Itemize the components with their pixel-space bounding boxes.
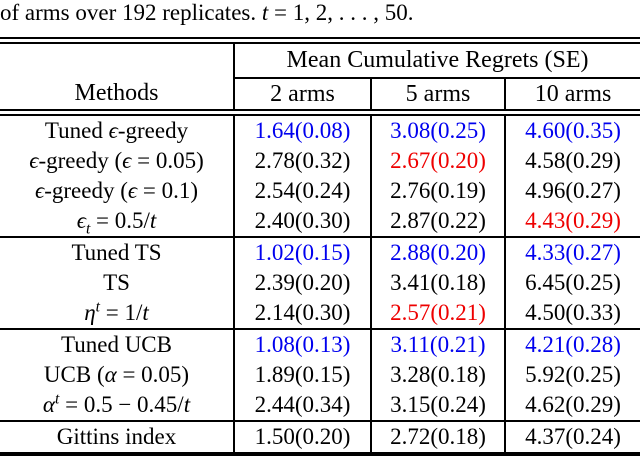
caption-text: of arms over 192 replicates. — [0, 0, 262, 25]
method-label: ηt = 1/t — [0, 298, 235, 329]
value-cell: 1.64(0.08) — [234, 112, 372, 146]
table-row: ϵt = 0.5/t 2.40(0.30) 2.87(0.22) 4.43(0.… — [0, 206, 640, 237]
method-label: ϵ-greedy (ϵ = 0.1) — [0, 176, 235, 206]
value-cell: 4.33(0.27) — [505, 236, 640, 268]
value-cell: 4.50(0.33) — [525, 300, 621, 325]
table-row: ηt = 1/t 2.14(0.30) 2.57(0.21) 4.50(0.33… — [0, 298, 640, 329]
value-cell: 2.44(0.34) — [234, 390, 372, 421]
method-label: Tuned TS — [0, 236, 235, 268]
method-label: Tuned UCB — [0, 328, 235, 360]
value-cell: 4.43(0.29) — [525, 208, 621, 233]
method-label: ϵt = 0.5/t — [0, 206, 235, 237]
value-cell: 1.08(0.13) — [234, 328, 372, 360]
method-label: TS — [0, 268, 235, 298]
value-cell: 5.92(0.25) — [525, 362, 621, 387]
table-caption: of arms over 192 replicates. t = 1, 2, .… — [0, 0, 640, 26]
value-cell: 1.89(0.15) — [234, 360, 372, 390]
value-cell: 4.96(0.27) — [525, 178, 621, 203]
value-cell: 4.62(0.29) — [525, 392, 621, 417]
method-label: UCB (α = 0.05) — [0, 360, 235, 390]
corner-cell — [0, 40, 235, 78]
value-cell: 3.15(0.24) — [371, 390, 506, 421]
value-cell: 3.08(0.25) — [371, 112, 506, 146]
group-header-row: Mean Cumulative Regrets (SE) — [0, 40, 640, 79]
caption-text: = 1, 2, . . . , 50. — [268, 0, 414, 25]
table-row: ϵ-greedy (ϵ = 0.1) 2.54(0.24) 2.76(0.19)… — [0, 176, 640, 206]
table-row: Gittins index 1.50(0.20) 2.72(0.18) 4.37… — [0, 420, 640, 454]
regrets-table: Mean Cumulative Regrets (SE) Methods 2 a… — [0, 37, 640, 456]
col-header-10arms: 10 arms — [505, 78, 640, 116]
table-row: UCB (α = 0.05) 1.89(0.15) 3.28(0.18) 5.9… — [0, 360, 640, 390]
value-cell: 2.67(0.20) — [371, 146, 506, 176]
value-cell: 2.14(0.30) — [234, 298, 372, 329]
col-header-2arms: 2 arms — [234, 78, 372, 116]
value-cell: 2.57(0.21) — [371, 298, 506, 329]
value-cell: 2.87(0.22) — [371, 206, 506, 237]
value-cell: 2.76(0.19) — [371, 176, 506, 206]
table-row: TS 2.39(0.20) 3.41(0.18) 6.45(0.25) — [0, 268, 640, 298]
methods-header: Methods — [0, 78, 235, 116]
value-cell: 1.50(0.20) — [234, 420, 372, 454]
table-row: Tuned UCB 1.08(0.13) 3.11(0.21) 4.21(0.2… — [0, 328, 640, 360]
table-row: Tuned ϵ-greedy 1.64(0.08) 3.08(0.25) 4.6… — [0, 112, 640, 146]
method-label: αt = 0.5 − 0.45/t — [0, 390, 235, 421]
value-cell: 4.60(0.35) — [525, 118, 621, 143]
method-label: Tuned ϵ-greedy — [0, 112, 235, 146]
col-header-5arms: 5 arms — [371, 78, 506, 116]
table-row: ϵ-greedy (ϵ = 0.05) 2.78(0.32) 2.67(0.20… — [0, 146, 640, 176]
value-cell: 1.02(0.15) — [234, 236, 372, 268]
value-cell: 2.54(0.24) — [234, 176, 372, 206]
value-cell: 6.45(0.25) — [525, 270, 621, 295]
value-cell: 2.40(0.30) — [234, 206, 372, 237]
value-cell: 4.58(0.29) — [525, 148, 621, 173]
method-label: Gittins index — [0, 420, 235, 454]
value-cell: 2.39(0.20) — [234, 268, 372, 298]
value-cell: 4.37(0.24) — [505, 420, 640, 454]
value-cell: 2.78(0.32) — [234, 146, 372, 176]
value-cell: 4.21(0.28) — [505, 328, 640, 360]
value-cell: 2.88(0.20) — [371, 236, 506, 268]
value-cell: 3.41(0.18) — [371, 268, 506, 298]
table-row: Tuned TS 1.02(0.15) 2.88(0.20) 4.33(0.27… — [0, 236, 640, 268]
caption-math-var: t — [261, 0, 269, 25]
value-cell: 2.72(0.18) — [371, 420, 506, 454]
value-cell: 3.11(0.21) — [371, 328, 506, 360]
method-label: ϵ-greedy (ϵ = 0.05) — [0, 146, 235, 176]
table-row: αt = 0.5 − 0.45/t 2.44(0.34) 3.15(0.24) … — [0, 390, 640, 421]
column-header-row: Methods 2 arms 5 arms 10 arms — [0, 78, 640, 116]
value-cell: 3.28(0.18) — [371, 360, 506, 390]
group-header: Mean Cumulative Regrets (SE) — [234, 40, 640, 79]
